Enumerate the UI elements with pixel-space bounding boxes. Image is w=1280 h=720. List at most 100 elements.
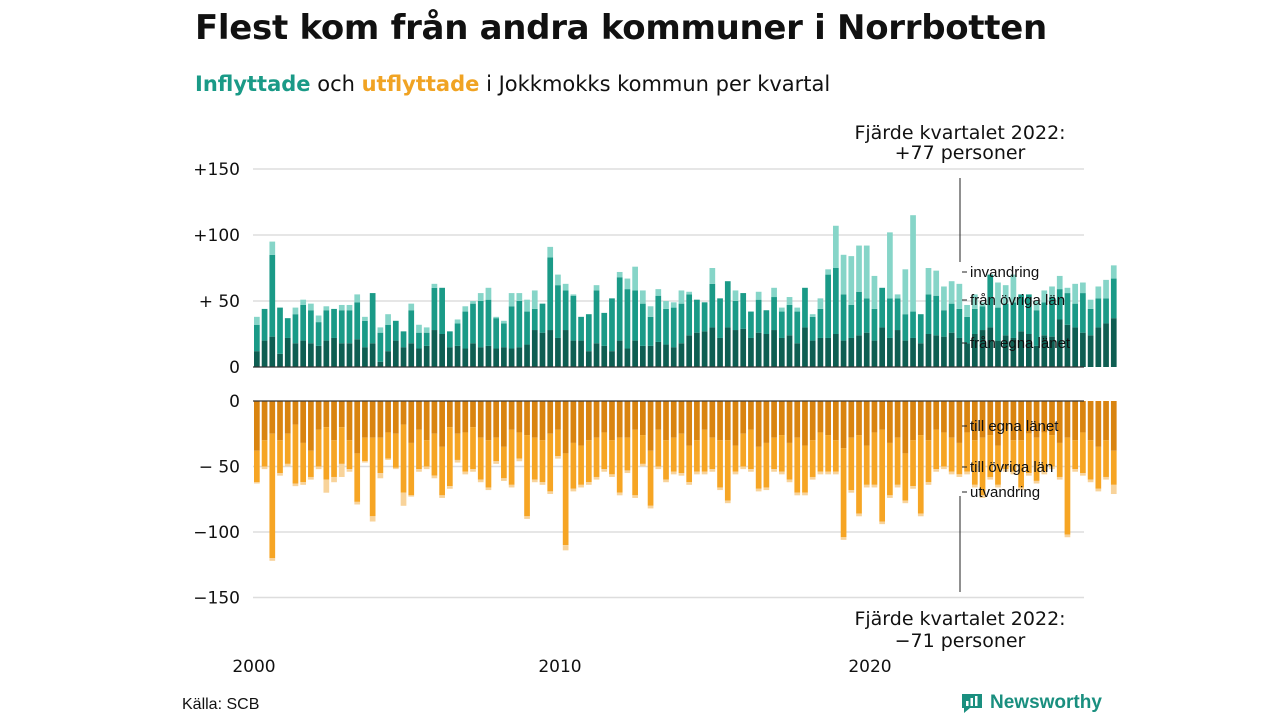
bar-in-egna-lanet bbox=[470, 343, 476, 367]
bar-out-egna-lanet bbox=[701, 401, 708, 430]
bar-out-ovriga-lan bbox=[941, 432, 947, 467]
bar-in-egna-lanet bbox=[717, 337, 723, 367]
bar-in-egna-lanet bbox=[694, 332, 700, 367]
bar-in-egna-lanet bbox=[1072, 327, 1079, 367]
bar-in-invandring bbox=[593, 285, 600, 291]
bar-out-ovriga-lan bbox=[1095, 446, 1102, 489]
bar-out-ovriga-lan bbox=[624, 437, 631, 471]
bar-out-ovriga-lan bbox=[833, 440, 839, 472]
bar-in-ovriga-lan bbox=[732, 301, 739, 331]
bar-in-ovriga-lan bbox=[910, 311, 916, 338]
bar-in-ovriga-lan bbox=[338, 310, 345, 344]
bar-in-ovriga-lan bbox=[717, 298, 723, 338]
bar-out-utvandring bbox=[570, 488, 577, 492]
bar-out-ovriga-lan bbox=[755, 446, 762, 489]
subtitle-utflyttade: utflyttade bbox=[361, 72, 480, 96]
bar-out-egna-lanet bbox=[655, 401, 662, 430]
bar-out-ovriga-lan bbox=[655, 429, 662, 467]
bar-in-invandring bbox=[863, 245, 870, 299]
bar-in-egna-lanet bbox=[925, 334, 932, 367]
x-tick-label: 2020 bbox=[848, 657, 891, 677]
bar-out-utvandring bbox=[338, 463, 345, 477]
bar-in-invandring bbox=[995, 282, 1001, 308]
bar-out-ovriga-lan bbox=[771, 437, 777, 470]
bar-in-ovriga-lan bbox=[277, 307, 283, 354]
bar-out-ovriga-lan bbox=[277, 440, 283, 474]
bar-in-ovriga-lan bbox=[431, 287, 438, 331]
bar-in-invandring bbox=[686, 291, 693, 295]
bar-out-utvandring bbox=[709, 469, 716, 472]
legend-label-till-egna-lanet: till egna länet bbox=[970, 418, 1059, 435]
bar-in-invandring bbox=[431, 283, 438, 288]
bar-out-egna-lanet bbox=[987, 401, 994, 436]
bar-out-ovriga-lan bbox=[740, 433, 747, 467]
bar-out-egna-lanet bbox=[794, 401, 801, 438]
bar-in-ovriga-lan bbox=[786, 304, 793, 336]
bar-out-utvandring bbox=[385, 458, 391, 460]
bar-in-invandring bbox=[562, 283, 569, 291]
bar-in-egna-lanet bbox=[1095, 327, 1102, 367]
bar-out-utvandring bbox=[833, 471, 839, 475]
annotation-top-line2: +77 personer bbox=[895, 142, 1026, 164]
bar-out-egna-lanet bbox=[323, 401, 330, 428]
bar-out-utvandring bbox=[771, 469, 777, 472]
bar-out-utvandring bbox=[887, 495, 893, 498]
bar-in-egna-lanet bbox=[354, 339, 361, 367]
bar-in-egna-lanet bbox=[894, 330, 901, 367]
x-tick-label: 2010 bbox=[538, 657, 581, 677]
bar-in-ovriga-lan bbox=[1026, 294, 1032, 334]
source-note: Källa: SCB bbox=[182, 696, 260, 713]
bar-in-invandring bbox=[1064, 287, 1071, 294]
bar-in-egna-lanet bbox=[833, 334, 839, 367]
bar-in-egna-lanet bbox=[524, 344, 530, 367]
bar-in-egna-lanet bbox=[501, 347, 507, 367]
bar-out-utvandring bbox=[362, 461, 368, 463]
bar-out-ovriga-lan bbox=[1064, 437, 1071, 535]
bar-in-ovriga-lan bbox=[678, 303, 685, 344]
bar-out-utvandring bbox=[809, 476, 816, 480]
bar-in-egna-lanet bbox=[385, 351, 391, 367]
bar-out-ovriga-lan bbox=[778, 435, 785, 472]
bar-out-egna-lanet bbox=[377, 401, 384, 438]
bar-out-ovriga-lan bbox=[493, 437, 500, 462]
bar-out-utvandring bbox=[964, 471, 970, 475]
bar-out-ovriga-lan bbox=[748, 429, 754, 470]
bar-out-egna-lanet bbox=[416, 401, 422, 430]
bar-out-ovriga-lan bbox=[269, 433, 276, 559]
bar-in-invandring bbox=[833, 225, 839, 268]
bar-out-utvandring bbox=[941, 466, 947, 470]
bar-in-egna-lanet bbox=[840, 340, 847, 367]
bar-in-invandring bbox=[1095, 286, 1102, 299]
bar-in-invandring bbox=[941, 286, 947, 311]
bar-in-invandring bbox=[778, 307, 785, 312]
bar-in-egna-lanet bbox=[431, 330, 438, 367]
bar-in-ovriga-lan bbox=[763, 310, 770, 334]
bar-out-egna-lanet bbox=[392, 401, 399, 434]
bar-out-utvandring bbox=[701, 471, 708, 475]
bar-in-egna-lanet bbox=[995, 340, 1001, 367]
bar-in-ovriga-lan bbox=[941, 310, 947, 337]
bar-out-ovriga-lan bbox=[632, 429, 638, 496]
bar-out-utvandring bbox=[423, 466, 430, 470]
bar-in-ovriga-lan bbox=[979, 306, 986, 331]
bar-in-invandring bbox=[1002, 285, 1009, 304]
bar-out-ovriga-lan bbox=[1072, 440, 1079, 470]
bar-out-ovriga-lan bbox=[585, 440, 592, 483]
bar-in-invandring bbox=[501, 320, 507, 324]
bar-in-egna-lanet bbox=[771, 330, 777, 367]
bar-in-invandring bbox=[555, 274, 561, 286]
bar-out-egna-lanet bbox=[694, 401, 700, 441]
bar-in-egna-lanet bbox=[678, 343, 685, 367]
bar-in-egna-lanet bbox=[408, 343, 415, 367]
bar-in-ovriga-lan bbox=[562, 290, 569, 331]
bar-in-invandring bbox=[1110, 265, 1117, 279]
bar-in-invandring bbox=[616, 271, 623, 278]
bar-out-utvandring bbox=[902, 500, 909, 504]
bar-out-ovriga-lan bbox=[477, 437, 484, 480]
bar-in-ovriga-lan bbox=[670, 307, 677, 348]
bar-out-utvandring bbox=[1064, 534, 1071, 538]
bar-out-egna-lanet bbox=[362, 401, 368, 438]
bar-in-ovriga-lan bbox=[400, 331, 407, 348]
bar-out-ovriga-lan bbox=[1056, 442, 1063, 477]
bar-in-egna-lanet bbox=[323, 340, 330, 367]
